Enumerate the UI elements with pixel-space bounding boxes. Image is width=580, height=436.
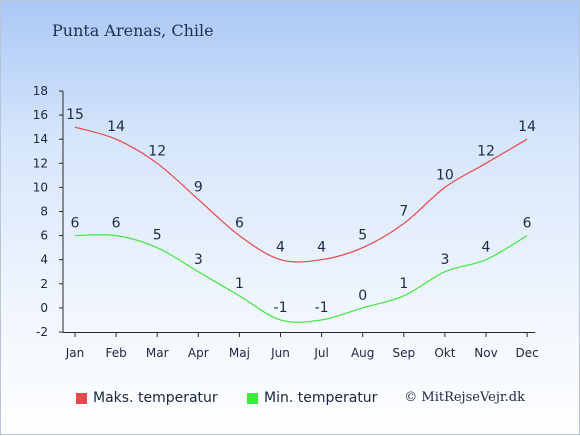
data-label-max-Maj: 6 [235, 216, 244, 232]
data-label-min-Jun: -1 [274, 300, 288, 316]
x-tick-label-Jan: Jan [65, 346, 85, 360]
data-label-min-Jul: -1 [315, 300, 329, 316]
x-tick-label-Jul: Jul [313, 346, 328, 360]
data-label-min-Apr: 3 [194, 252, 203, 268]
y-tick-label-10: 10 [33, 180, 48, 194]
chart-title: Punta Arenas, Chile [52, 21, 214, 40]
data-label-max-Okt: 10 [436, 167, 454, 183]
x-tick-label-Nov: Nov [474, 346, 497, 360]
legend-label-max: Maks. temperatur [93, 390, 218, 406]
x-tick-label-Jun: Jun [270, 346, 290, 360]
x-tick-label-Dec: Dec [515, 346, 538, 360]
data-label-max-Sep: 7 [399, 204, 408, 220]
legend-swatch-max [76, 392, 87, 404]
data-label-min-Mar: 5 [153, 228, 162, 244]
y-tick-label-2: 2 [40, 277, 48, 291]
data-label-max-Mar: 12 [148, 143, 166, 159]
y-tick-label-18: 18 [33, 84, 48, 98]
y-tick-label-4: 4 [40, 253, 48, 267]
y-tick-label-14: 14 [33, 132, 48, 146]
data-label-min-Jan: 6 [71, 216, 80, 232]
data-label-max-Aug: 5 [358, 228, 367, 244]
legend-swatch-min [247, 392, 258, 404]
data-label-min-Sep: 1 [399, 276, 408, 292]
series-line-max [74, 126, 528, 263]
data-label-min-Maj: 1 [235, 276, 244, 292]
legend-item-min: Min. temperatur [247, 390, 377, 406]
x-tick-label-Sep: Sep [392, 346, 415, 360]
y-tick-label-16: 16 [33, 108, 48, 122]
data-label-max-Feb: 14 [107, 119, 125, 135]
data-label-max-Jul: 4 [317, 240, 326, 256]
credit-link[interactable]: © MitRejseVejr.dk [404, 390, 525, 405]
x-tick-label-Feb: Feb [105, 346, 126, 360]
x-tick-label-Maj: Maj [229, 346, 250, 360]
y-tick-label-6: 6 [40, 229, 48, 243]
data-label-min-Feb: 6 [112, 216, 121, 232]
data-label-min-Aug: 0 [358, 288, 367, 304]
x-tick-label-Apr: Apr [188, 346, 209, 360]
x-tick-label-Aug: Aug [351, 346, 374, 360]
data-label-max-Jun: 4 [276, 240, 285, 256]
data-label-min-Dec: 6 [523, 216, 532, 232]
data-label-max-Nov: 12 [477, 143, 495, 159]
y-tick-label--2: -2 [36, 325, 48, 339]
series-line-min [74, 234, 528, 323]
y-tick-label-0: 0 [40, 301, 48, 315]
data-label-min-Okt: 3 [440, 252, 449, 268]
y-tick-label-8: 8 [40, 205, 48, 219]
data-label-max-Dec: 14 [518, 119, 536, 135]
legend-label-min: Min. temperatur [264, 390, 378, 406]
x-tick-label-Okt: Okt [434, 346, 455, 360]
data-label-max-Apr: 9 [194, 179, 203, 195]
legend-item-max: Maks. temperatur [76, 390, 218, 406]
x-tick-label-Mar: Mar [146, 346, 169, 360]
y-tick-label-12: 12 [33, 156, 48, 170]
data-label-min-Nov: 4 [482, 240, 491, 256]
data-label-max-Jan: 15 [66, 107, 84, 123]
